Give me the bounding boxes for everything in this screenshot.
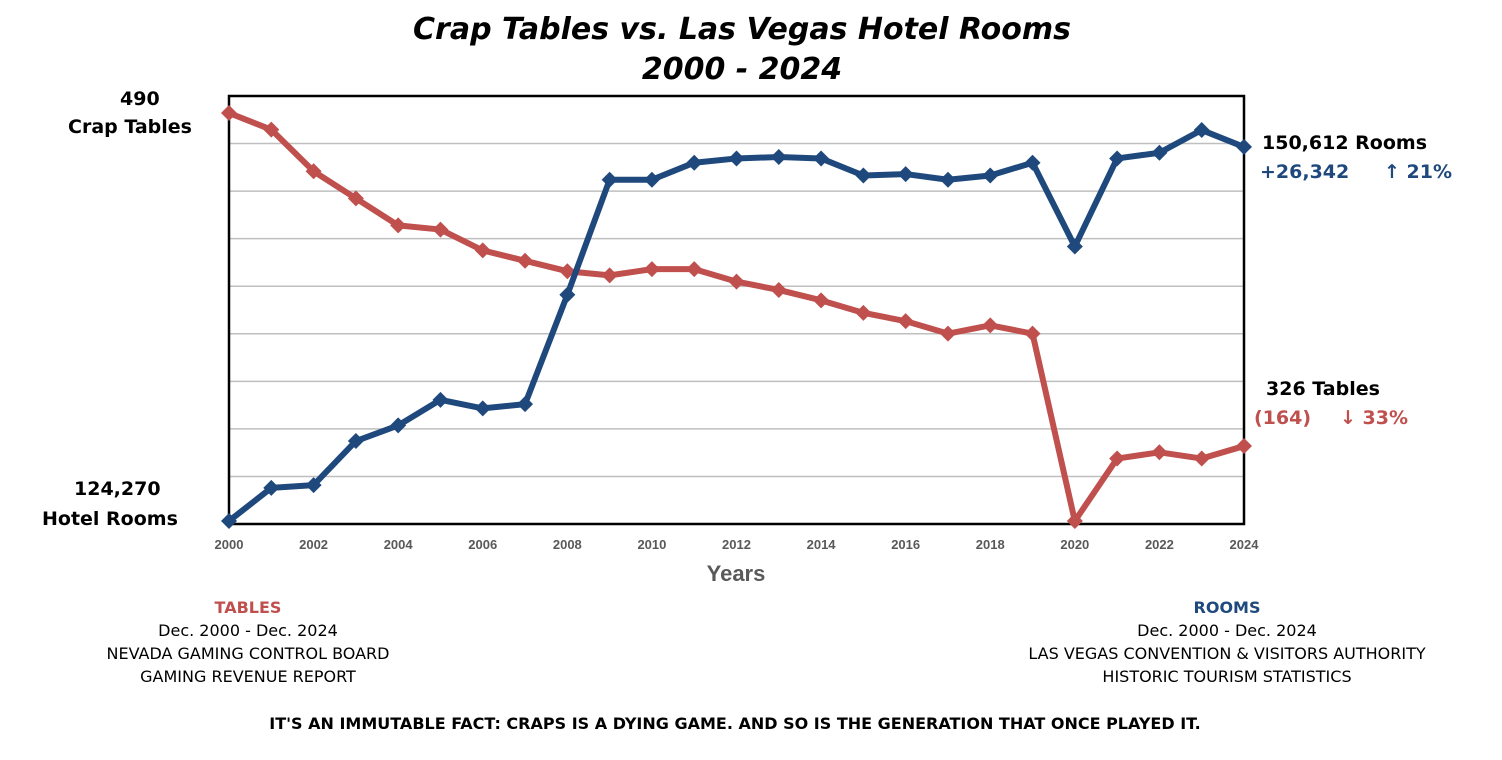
data-point-marker <box>263 121 280 138</box>
data-point-marker <box>728 273 745 290</box>
data-point-marker <box>601 171 618 188</box>
data-point-marker <box>474 242 491 259</box>
data-point-marker <box>347 190 364 207</box>
x-tick-label: 2000 <box>215 537 244 552</box>
x-tick-label: 2020 <box>1060 537 1089 552</box>
data-point-marker <box>432 391 449 408</box>
rooms-source-dates: Dec. 2000 - Dec. 2024 <box>1137 621 1317 640</box>
data-point-marker <box>305 163 322 180</box>
data-point-marker <box>855 304 872 321</box>
data-point-marker <box>770 281 787 298</box>
data-point-marker <box>813 292 830 309</box>
tables-source-heading: TABLES <box>214 598 282 617</box>
x-tick-label: 2022 <box>1145 537 1174 552</box>
x-tick-label: 2024 <box>1230 537 1260 552</box>
data-point-marker <box>1193 450 1210 467</box>
data-point-marker <box>432 221 449 238</box>
data-point-marker <box>390 217 407 234</box>
x-tick-label: 2014 <box>807 537 837 552</box>
series-line <box>227 110 1245 524</box>
tables-change: (164) <box>1254 407 1312 429</box>
footer-statement: IT'S AN IMMUTABLE FACT: CRAPS IS A DYING… <box>269 714 1201 733</box>
data-point-marker <box>1193 122 1210 139</box>
plot-area-border <box>227 94 1246 526</box>
tables-end-value: 326 Tables <box>1266 378 1380 400</box>
data-point-marker <box>813 150 830 167</box>
data-point-marker <box>221 513 237 529</box>
data-point-marker <box>897 166 914 183</box>
data-point-marker <box>643 261 660 278</box>
rooms-source-heading: ROOMS <box>1193 598 1261 617</box>
data-point-marker <box>390 417 407 434</box>
x-tick-label: 2008 <box>553 537 582 552</box>
data-point-marker <box>855 167 872 184</box>
data-point-marker <box>474 400 491 417</box>
data-point-marker <box>1024 154 1041 171</box>
data-point-marker <box>939 171 956 188</box>
x-tick-label: 2010 <box>637 537 666 552</box>
data-point-marker <box>1109 450 1126 467</box>
x-tick-label: 2004 <box>384 537 414 552</box>
x-axis-label: Years <box>707 561 766 586</box>
data-point-marker <box>1066 513 1083 529</box>
data-point-marker <box>1151 144 1168 161</box>
rooms-start-label: Hotel Rooms <box>42 508 178 530</box>
data-point-marker <box>686 261 703 278</box>
x-tick-label: 2016 <box>891 537 920 552</box>
tables-source-dates: Dec. 2000 - Dec. 2024 <box>158 621 338 640</box>
data-point-marker <box>939 325 956 342</box>
data-point-marker <box>559 286 576 303</box>
gridlines <box>229 142 1244 478</box>
data-point-marker <box>1236 438 1252 455</box>
tables-source-report: GAMING REVENUE REPORT <box>140 667 356 686</box>
data-point-marker <box>1066 238 1083 255</box>
rooms-start-value: 124,270 <box>74 478 161 500</box>
data-point-marker <box>263 479 280 496</box>
rooms-percent-change: ↑ 21% <box>1384 161 1453 183</box>
data-point-marker <box>601 267 618 284</box>
data-point-marker <box>1024 325 1041 342</box>
data-point-marker <box>517 396 534 413</box>
x-tick-label: 2018 <box>976 537 1005 552</box>
tables-source: TABLES Dec. 2000 - Dec. 2024 NEVADA GAMI… <box>68 596 428 688</box>
rooms-change: +26,342 <box>1260 161 1350 183</box>
data-point-marker <box>1109 150 1126 167</box>
data-point-marker <box>982 167 999 184</box>
rooms-source-agency: LAS VEGAS CONVENTION & VISITORS AUTHORIT… <box>1028 644 1426 663</box>
data-point-marker <box>982 317 999 334</box>
series-group <box>221 105 1252 529</box>
data-point-marker <box>770 149 787 166</box>
data-point-marker <box>897 313 914 330</box>
data-point-marker <box>1151 444 1168 461</box>
x-tick-label: 2002 <box>299 537 328 552</box>
tables-start-value: 490 <box>120 88 160 110</box>
data-point-marker <box>221 105 237 121</box>
tables-start-label: Crap Tables <box>68 116 192 138</box>
tables-source-agency: NEVADA GAMING CONTROL BOARD <box>106 644 390 663</box>
rooms-source-report: HISTORIC TOURISM STATISTICS <box>1102 667 1352 686</box>
tables-percent-change: ↓ 33% <box>1340 407 1409 429</box>
data-point-marker <box>728 150 745 167</box>
data-point-marker <box>1236 138 1252 155</box>
data-point-marker <box>686 154 703 171</box>
data-point-marker <box>643 171 660 188</box>
data-point-marker <box>517 252 534 269</box>
x-tick-label: 2012 <box>722 537 751 552</box>
data-point-marker <box>305 477 322 494</box>
chart-subtitle: 2000 - 2024 <box>641 52 843 87</box>
rooms-end-value: 150,612 Rooms <box>1262 132 1427 154</box>
x-tick-label: 2006 <box>468 537 497 552</box>
chart-title: Crap Tables vs. Las Vegas Hotel Rooms <box>413 12 1071 47</box>
rooms-source: ROOMS Dec. 2000 - Dec. 2024 LAS VEGAS CO… <box>962 596 1492 688</box>
x-axis-tick-labels: 2000 2002 2004 2006 2008 2010 2012 2014 2016 2018… <box>215 537 1260 552</box>
line-chart: 2000 2002 2004 2006 2008 2010 2012 2014 2016 2018… <box>215 94 1260 586</box>
data-point-marker <box>347 433 364 450</box>
series-line <box>227 127 1246 524</box>
